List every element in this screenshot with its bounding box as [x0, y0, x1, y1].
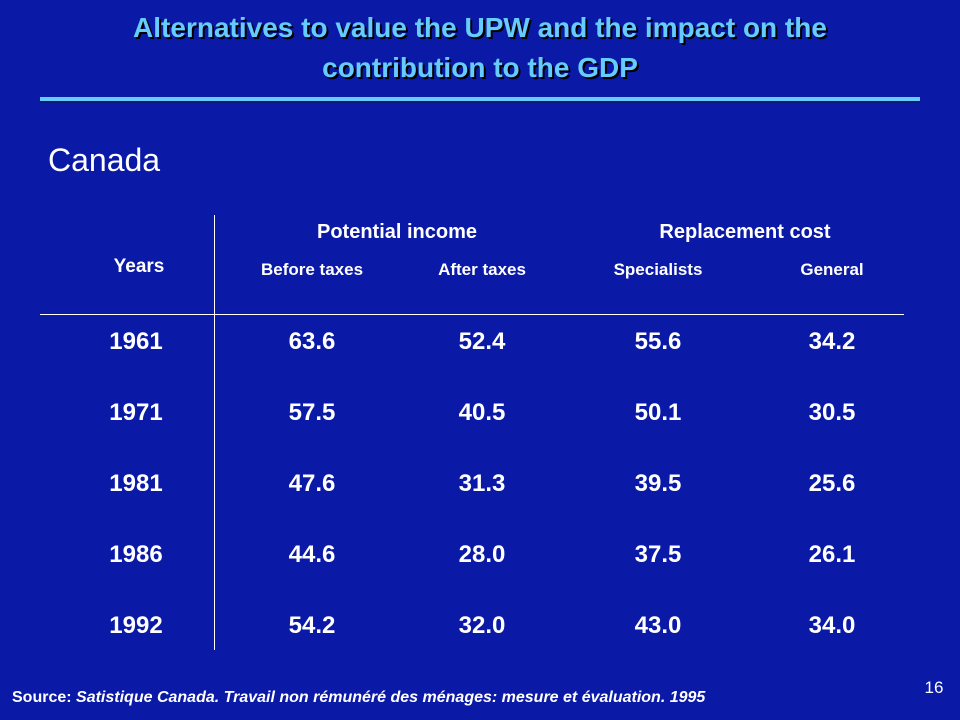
table-cell-before-taxes: 54.2 [288, 612, 336, 639]
table-cell-after-taxes: 52.4 [458, 328, 506, 355]
table-cell-general: 30.5 [808, 399, 856, 426]
table-cell-year: 1986 [109, 541, 163, 568]
source-note: Source: Satistique Canada. Travail non r… [12, 688, 705, 708]
subheader-before-taxes: Before taxes [260, 260, 364, 279]
source-citation: Satistique Canada. Travail non rémunéré … [76, 689, 706, 706]
table-cell-general: 34.0 [808, 612, 856, 639]
group-header-potential-income: Potential income [316, 221, 478, 243]
source-label: Source: [12, 689, 72, 706]
table-cell-after-taxes: 31.3 [458, 470, 506, 497]
table-cell-before-taxes: 57.5 [288, 399, 336, 426]
table-cell-year: 1961 [109, 328, 163, 355]
table-cell-specialists: 50.1 [634, 399, 682, 426]
table-cell-general: 25.6 [808, 470, 856, 497]
table-cell-year: 1971 [109, 399, 163, 426]
title-line-2: contribution to the GDP [322, 52, 638, 83]
table-cell-after-taxes: 28.0 [458, 541, 506, 568]
table-cell-general: 26.1 [808, 541, 856, 568]
title-line-1: Alternatives to value the UPW and the im… [133, 12, 827, 43]
table-cell-specialists: 43.0 [634, 612, 682, 639]
table-header-divider [40, 314, 904, 315]
table-cell-after-taxes: 32.0 [458, 612, 506, 639]
subheader-after-taxes: After taxes [438, 260, 526, 279]
subheader-specialists: Specialists [613, 260, 703, 279]
table-cell-before-taxes: 47.6 [288, 470, 336, 497]
table-cell-specialists: 39.5 [634, 470, 682, 497]
subheader-general: General [800, 260, 864, 279]
title-divider [40, 97, 920, 101]
page-number: 16 [924, 678, 944, 697]
slide-title: Alternatives to value the UPW and the im… [40, 8, 920, 88]
table-cell-before-taxes: 63.6 [288, 328, 336, 355]
table-cell-year: 1992 [109, 612, 163, 639]
table-vertical-divider [214, 215, 215, 650]
table-cell-after-taxes: 40.5 [458, 399, 506, 426]
table-cell-specialists: 55.6 [634, 328, 682, 355]
table-cell-year: 1981 [109, 470, 163, 497]
table-cell-general: 34.2 [808, 328, 856, 355]
group-header-replacement-cost: Replacement cost [659, 221, 831, 243]
subtitle: Canada [48, 142, 161, 178]
table-cell-specialists: 37.5 [634, 541, 682, 568]
table-cell-before-taxes: 44.6 [288, 541, 336, 568]
years-header: Years [113, 256, 165, 277]
